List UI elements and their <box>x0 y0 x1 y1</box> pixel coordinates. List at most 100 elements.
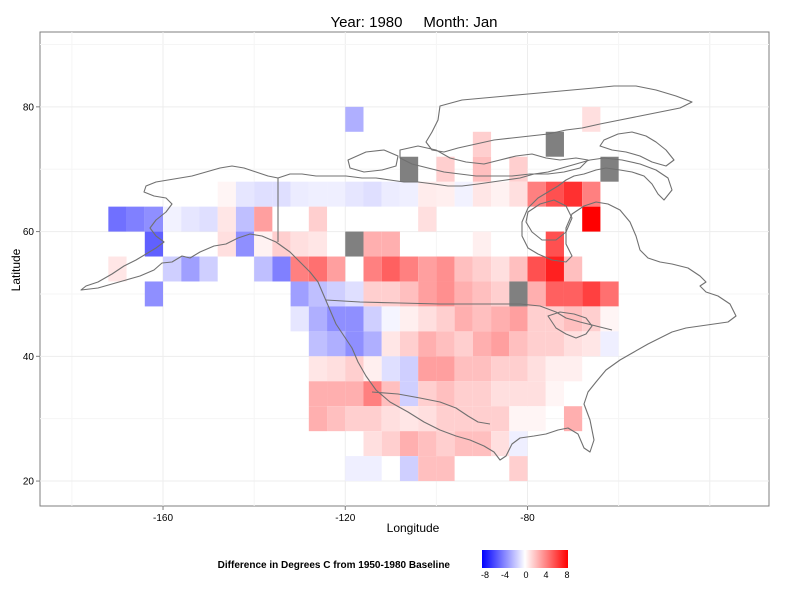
heatmap-cell <box>509 306 528 332</box>
heatmap-cell <box>345 181 364 207</box>
heatmap-cell <box>509 181 528 207</box>
heatmap-cell <box>491 406 510 432</box>
missing-data-cell <box>345 231 364 257</box>
heatmap-cell <box>454 331 473 357</box>
heatmap-cell <box>582 306 601 332</box>
heatmap-cell <box>472 181 492 207</box>
heatmap-cell <box>327 331 346 357</box>
x-tick-label: -120 <box>335 513 355 524</box>
heatmap-cell <box>308 356 328 382</box>
heatmap-cell <box>600 331 619 357</box>
heatmap-cell <box>363 431 382 457</box>
heatmap-cell <box>272 231 291 257</box>
heatmap-cell <box>144 281 164 307</box>
heatmap-cell <box>527 406 546 432</box>
y-tick-label: 20 <box>23 477 35 488</box>
heatmap-cell <box>381 406 400 432</box>
heatmap-cell <box>363 381 382 407</box>
heatmap-cell <box>290 306 309 332</box>
heatmap-cell <box>472 256 492 282</box>
heatmap-cell <box>399 331 419 357</box>
heatmap-cell <box>199 206 218 232</box>
year-label: Year: 1980 <box>330 14 403 31</box>
heatmap-cell <box>163 206 182 232</box>
heatmap-cell <box>399 256 419 282</box>
heatmap-cell <box>491 381 510 407</box>
heatmap-cell <box>454 381 473 407</box>
heatmap-cell <box>436 456 455 482</box>
heatmap-cell <box>582 181 601 207</box>
heatmap-cell <box>345 331 364 357</box>
heatmap-cell <box>472 231 492 257</box>
y-axis-title: Latitude <box>9 248 23 291</box>
heatmap-cell <box>582 106 601 132</box>
heatmap-cell <box>254 231 273 257</box>
heatmap-cell <box>327 256 346 282</box>
heatmap-cell <box>509 331 528 357</box>
heatmap-cell <box>163 256 182 282</box>
heatmap-cell <box>381 331 400 357</box>
heatmap-cell <box>363 406 382 432</box>
heatmap-cell <box>254 206 273 232</box>
heatmap-cell <box>545 281 564 307</box>
heatmap-cell <box>308 306 328 332</box>
month-label: Month: Jan <box>423 14 498 31</box>
heatmap-cell <box>436 281 455 307</box>
legend-tick-label: 0 <box>523 570 529 580</box>
heatmap-cell <box>527 256 546 282</box>
heatmap-cell <box>108 256 127 282</box>
heatmap-cell <box>472 406 492 432</box>
heatmap-cell <box>472 131 492 157</box>
axis-ticks: -160 -120 -80 20 40 60 80 <box>23 102 535 524</box>
heatmap-cell <box>545 356 564 382</box>
heatmap-cell <box>454 431 473 457</box>
heatmap-cell <box>436 406 455 432</box>
heatmap-cell <box>363 456 382 482</box>
heatmap-cell <box>509 456 528 482</box>
heatmap-cell <box>491 356 510 382</box>
heatmap-cell <box>545 331 564 357</box>
heatmap-cell <box>454 356 473 382</box>
heatmap-cell <box>345 406 364 432</box>
heatmap-cell <box>418 181 437 207</box>
heatmap-cell <box>272 256 291 282</box>
heatmap-cell <box>363 306 382 332</box>
heatmap-cell <box>363 231 382 257</box>
heatmap-cell <box>108 206 127 232</box>
heatmap-cell <box>308 281 328 307</box>
legend-tick-label: 8 <box>564 570 570 580</box>
victoria-island-outline <box>347 149 399 173</box>
heatmap-cell <box>363 356 382 382</box>
heatmap-cell <box>418 356 437 382</box>
heatmap-cell <box>563 306 583 332</box>
heatmap-cell <box>327 356 346 382</box>
heatmap-cell <box>418 331 437 357</box>
missing-data-cell <box>545 131 564 157</box>
heatmap-cell <box>545 256 564 282</box>
missing-data-cell <box>399 156 419 182</box>
heatmap-cell <box>181 256 200 282</box>
heatmap-cell <box>363 281 382 307</box>
heatmap-cell <box>454 256 473 282</box>
heatmap-cell <box>491 306 510 332</box>
heatmap-cell <box>472 381 492 407</box>
heatmap-cell <box>545 381 564 407</box>
heatmap-cell <box>381 431 400 457</box>
heatmap-cell <box>582 331 601 357</box>
heatmap-cell <box>527 331 546 357</box>
heatmap-cell <box>509 256 528 282</box>
heatmap-cell <box>527 381 546 407</box>
heatmap-cell <box>563 356 583 382</box>
heatmap-cell <box>527 281 546 307</box>
heatmap-cell <box>491 281 510 307</box>
heatmap-cell <box>381 231 400 257</box>
heatmap-cell <box>491 331 510 357</box>
heatmap-cell <box>327 406 346 432</box>
heatmap-cell <box>491 431 510 457</box>
heatmap-cell <box>472 331 492 357</box>
heatmap-cell <box>582 206 601 232</box>
legend-color-bar <box>482 550 568 568</box>
legend-tick-label: -4 <box>500 570 510 580</box>
heatmap-cell <box>509 356 528 382</box>
heatmap-cell <box>399 281 419 307</box>
